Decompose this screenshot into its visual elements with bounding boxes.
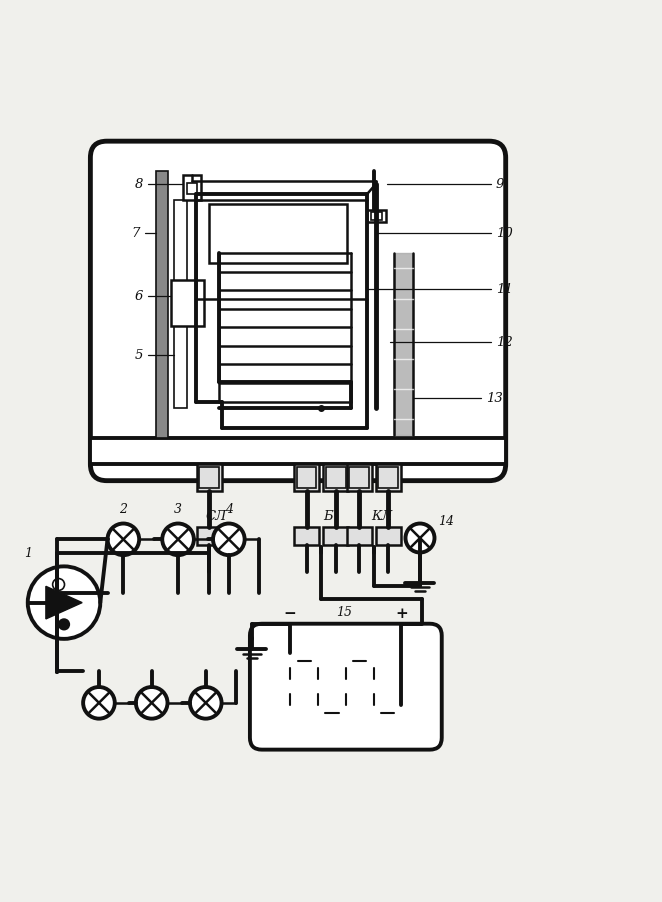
- Text: 9: 9: [496, 178, 504, 190]
- Text: 2: 2: [119, 502, 127, 516]
- Bar: [199, 467, 219, 488]
- Bar: [197, 527, 222, 546]
- Circle shape: [107, 523, 139, 555]
- Text: 13: 13: [486, 391, 502, 405]
- Bar: [371, 212, 382, 220]
- Bar: [376, 465, 401, 491]
- Circle shape: [53, 578, 64, 591]
- Circle shape: [338, 653, 353, 667]
- Text: 1: 1: [24, 547, 32, 560]
- Text: 3: 3: [174, 502, 182, 516]
- Bar: [294, 527, 319, 546]
- Bar: [197, 465, 222, 491]
- Text: 5: 5: [135, 349, 143, 362]
- FancyBboxPatch shape: [250, 623, 442, 750]
- Circle shape: [406, 523, 434, 553]
- Text: 8: 8: [135, 178, 143, 190]
- Bar: [379, 467, 399, 488]
- Text: 11: 11: [496, 283, 512, 296]
- Bar: [91, 437, 506, 465]
- Text: КЛ: КЛ: [371, 511, 393, 523]
- Circle shape: [394, 653, 409, 667]
- Bar: [174, 200, 187, 408]
- Bar: [326, 467, 346, 488]
- Bar: [367, 210, 386, 222]
- Circle shape: [136, 687, 167, 719]
- Text: 6: 6: [135, 290, 143, 302]
- Text: Б: Б: [323, 511, 332, 523]
- Polygon shape: [46, 586, 82, 619]
- Circle shape: [283, 705, 297, 720]
- FancyBboxPatch shape: [91, 142, 506, 481]
- Circle shape: [310, 705, 325, 720]
- Bar: [376, 527, 401, 546]
- Circle shape: [394, 679, 409, 694]
- Circle shape: [310, 679, 325, 694]
- Bar: [347, 527, 372, 546]
- Text: 14: 14: [438, 515, 454, 529]
- Text: 10: 10: [496, 227, 512, 240]
- Text: 4: 4: [225, 502, 233, 516]
- Bar: [350, 467, 369, 488]
- Text: +: +: [395, 607, 408, 621]
- Circle shape: [190, 687, 222, 719]
- Bar: [323, 527, 348, 546]
- Bar: [171, 280, 205, 326]
- Text: 12: 12: [496, 336, 512, 349]
- Circle shape: [162, 523, 194, 555]
- Circle shape: [338, 679, 353, 694]
- Circle shape: [338, 705, 353, 720]
- Circle shape: [394, 705, 409, 720]
- Circle shape: [310, 653, 325, 667]
- Circle shape: [213, 523, 245, 555]
- Bar: [297, 467, 316, 488]
- Circle shape: [366, 653, 381, 667]
- Circle shape: [283, 679, 297, 694]
- Text: −: −: [284, 607, 297, 621]
- Circle shape: [28, 566, 100, 639]
- Bar: [156, 170, 168, 437]
- Circle shape: [83, 687, 115, 719]
- Bar: [209, 204, 348, 263]
- Circle shape: [366, 679, 381, 694]
- Text: 15: 15: [336, 606, 352, 619]
- Polygon shape: [394, 253, 413, 435]
- Bar: [183, 176, 201, 200]
- Bar: [347, 465, 372, 491]
- Text: 7: 7: [132, 227, 140, 240]
- Bar: [294, 465, 319, 491]
- Circle shape: [283, 653, 297, 667]
- Circle shape: [366, 705, 381, 720]
- Bar: [323, 465, 348, 491]
- Text: СЛ: СЛ: [205, 511, 226, 523]
- Bar: [187, 183, 197, 194]
- Circle shape: [59, 619, 70, 630]
